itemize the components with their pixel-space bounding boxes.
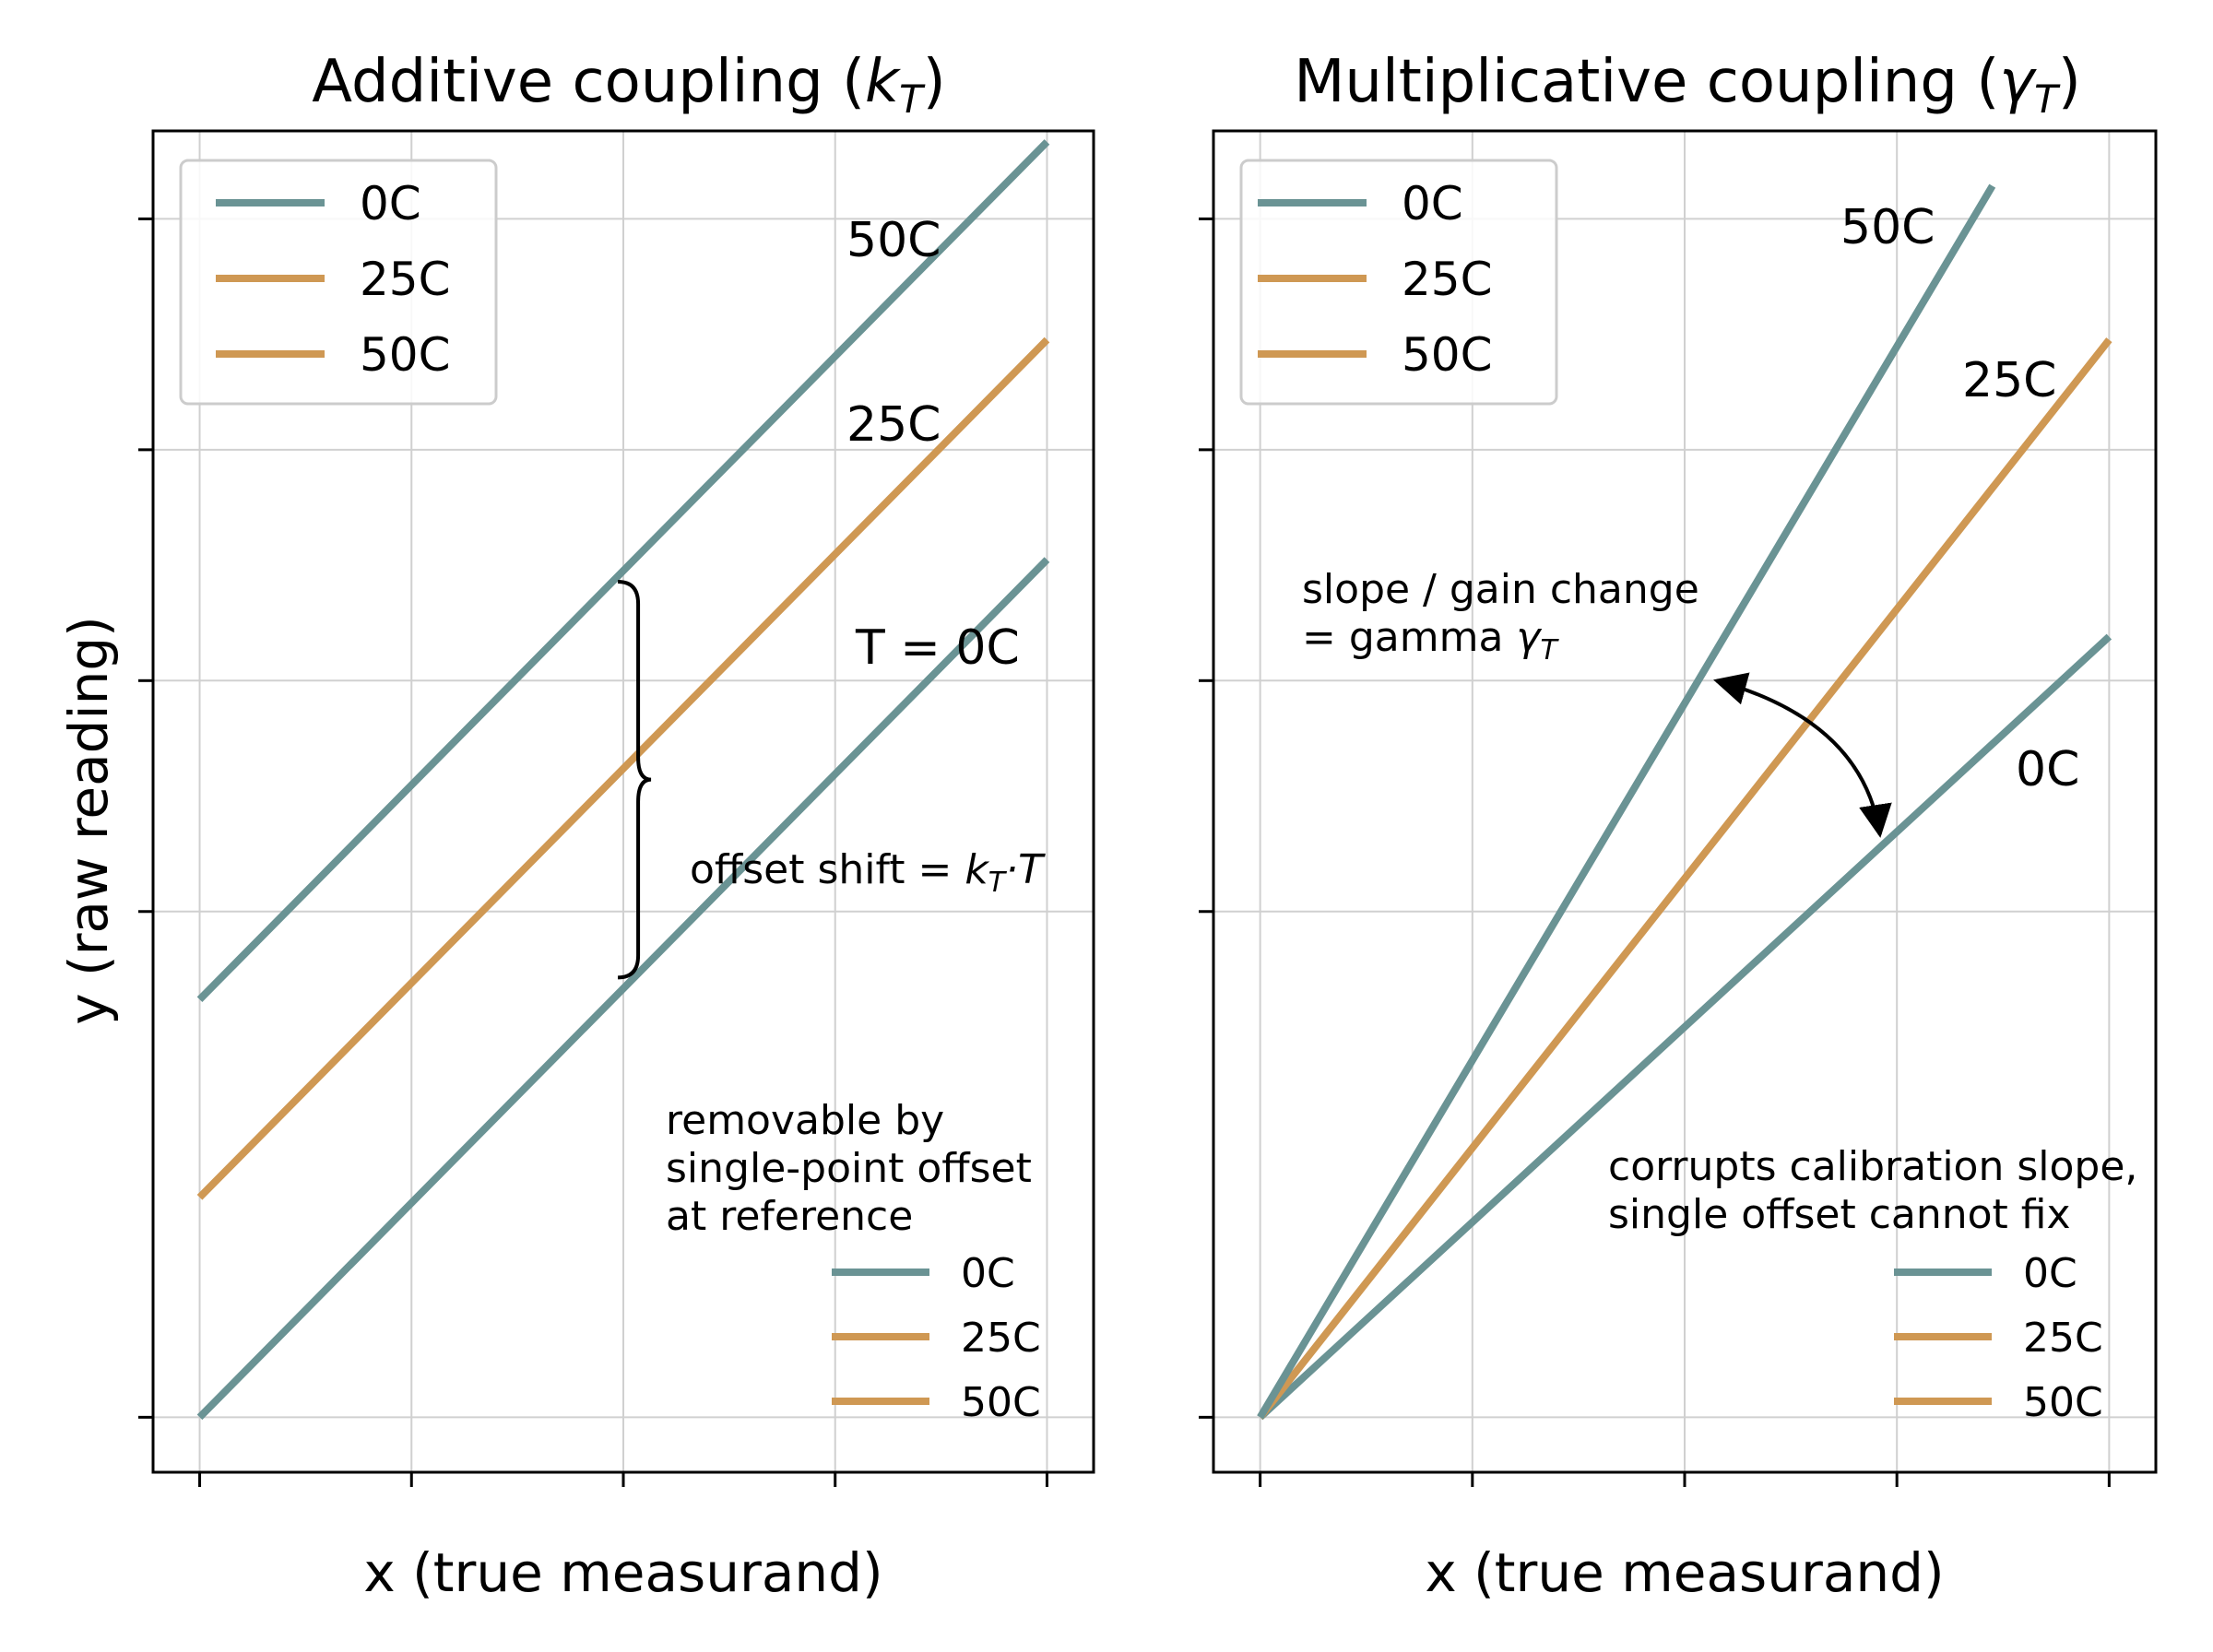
curve-label-0c: T = 0C: [855, 620, 1020, 676]
legend-title-line-3: at reference: [666, 1193, 913, 1240]
axis-ticks: [1199, 217, 2111, 1487]
series-lines: [196, 139, 1050, 1421]
slope-arrow: [1713, 672, 1892, 838]
curve-label-25c: 25C: [846, 397, 941, 453]
x-axis-label: x (true measurand): [1425, 1541, 1944, 1604]
series-line-25c: [196, 336, 1050, 1200]
legend-label-50c: 50C: [360, 328, 451, 382]
curve-label-25c: 25C: [1962, 353, 2056, 408]
legend-label-25c: 25C: [360, 253, 451, 306]
y-axis-label: y (raw reading): [57, 616, 120, 1025]
curve-label-50c: 50C: [846, 213, 941, 268]
chart-title: Multiplicative coupling (γT): [1294, 48, 2081, 122]
grid: [1213, 131, 2156, 1472]
legend-top-left: 0C 25C 50C: [179, 159, 498, 406]
curve-label-0c: 0C: [2016, 742, 2079, 797]
legend-label-0c: 0C: [961, 1250, 1015, 1297]
legend-title-line-1: corrupts calibration slope,: [1608, 1143, 2137, 1190]
legend-frame: [179, 159, 498, 406]
legend-label-50c: 50C: [961, 1379, 1041, 1426]
legend-label-25c: 25C: [2023, 1315, 2103, 1362]
legend-label-50c: 50C: [1402, 328, 1493, 382]
legend-label-0c: 0C: [360, 177, 421, 230]
series-lines: [1257, 183, 2112, 1421]
legend-top-left: 0C 25C 50C: [1239, 159, 1558, 406]
chart-title: Additive coupling (kT): [312, 48, 945, 122]
legend-label-50c: 50C: [2023, 1379, 2103, 1426]
curve-label-50c: 50C: [1840, 200, 1935, 255]
x-axis-label: x (true measurand): [363, 1541, 882, 1604]
series-line-50c: [1257, 183, 1996, 1420]
legend-title-line-1: removable by: [666, 1097, 944, 1144]
legend-bottom-right: corrupts calibration slope, single offse…: [1608, 1143, 2137, 1426]
legend-bottom-right: removable by single-point offset at refe…: [666, 1097, 1041, 1426]
series-line-0c: [1257, 633, 2112, 1421]
legend-title-line-2: single offset cannot fix: [1608, 1191, 2071, 1238]
series-line-50c: [196, 139, 1050, 1002]
legend-label-0c: 0C: [1402, 177, 1463, 230]
legend-frame: [1239, 159, 1558, 406]
axis-ticks: [138, 217, 1048, 1487]
legend-label-25c: 25C: [961, 1315, 1041, 1362]
offset-annotation: offset shift = kT·T: [690, 846, 1046, 899]
series-line-25c: [1257, 337, 2112, 1420]
legend-label-25c: 25C: [1402, 253, 1493, 306]
legend-label-0c: 0C: [2023, 1250, 2077, 1297]
slope-annotation-line-2: = gamma γT: [1302, 614, 1559, 667]
legend-title-line-2: single-point offset: [666, 1145, 1032, 1192]
offset-brace: [617, 579, 652, 980]
panel-additive: Additive coupling (kT) x (true measurand…: [57, 48, 1095, 1604]
slope-annotation-line-1: slope / gain change: [1302, 566, 1699, 613]
series-line-0c: [196, 557, 1050, 1421]
panel-multiplicative: Multiplicative coupling (γT) x (true mea…: [1199, 48, 2158, 1604]
